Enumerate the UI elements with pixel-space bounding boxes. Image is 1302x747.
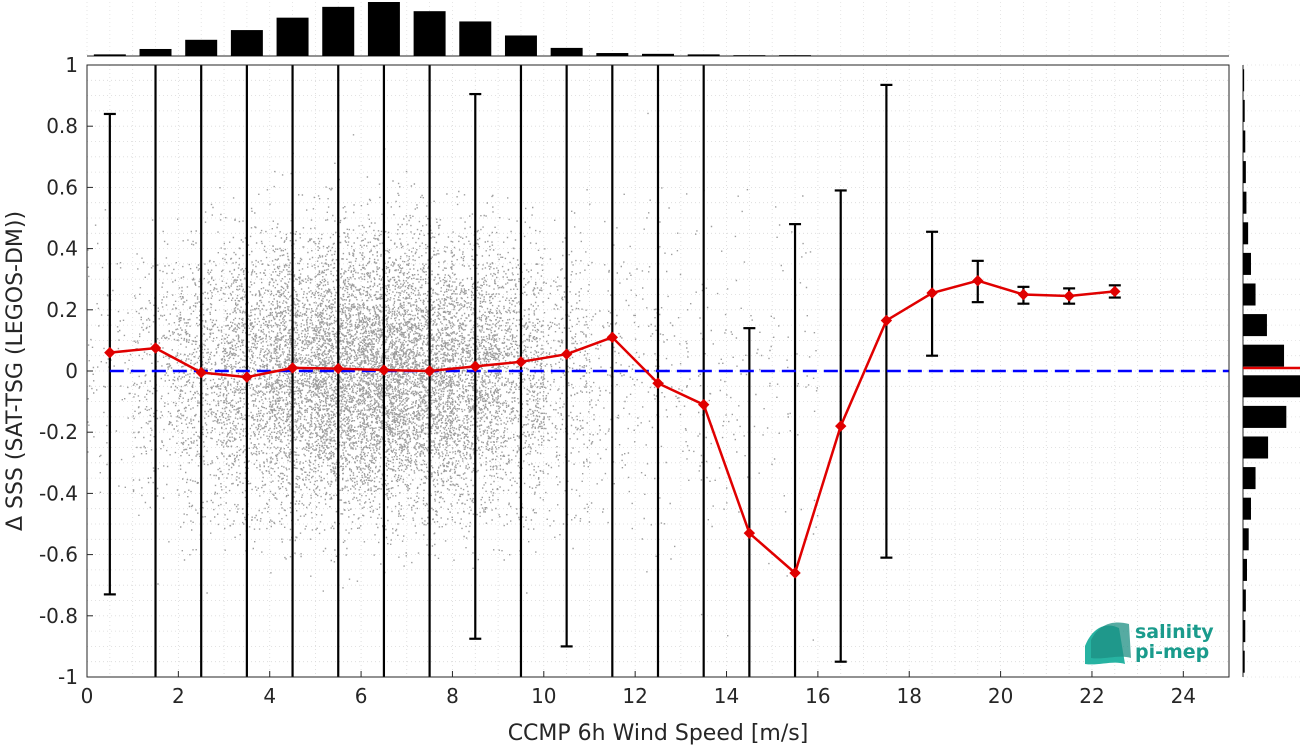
mean-marker xyxy=(697,398,710,411)
right-hist-bar xyxy=(1243,344,1285,367)
mean-marker xyxy=(286,362,299,374)
y-tick-label: -1 xyxy=(58,665,78,689)
top-hist-bar xyxy=(139,48,172,56)
x-tick-label: 14 xyxy=(714,684,739,708)
mean-marker xyxy=(1063,290,1075,302)
y-ticks: 1 0.8 0.6 0.4 0.2 0 -0.2 -0.4 -0.6 -0.8 -1 xyxy=(39,53,93,689)
mean-marker xyxy=(515,356,527,368)
right-hist-bar xyxy=(1243,252,1251,275)
mean-markers xyxy=(104,275,1121,579)
mean-marker xyxy=(241,371,253,383)
mean-marker xyxy=(332,362,344,375)
mean-marker xyxy=(972,275,984,287)
scatter-points xyxy=(87,112,819,641)
scatter-cloud xyxy=(87,112,819,641)
mean-marker xyxy=(195,366,207,379)
salinity-pi-mep-logo: salinity pi-mep xyxy=(1085,621,1214,665)
x-tick-label: 22 xyxy=(1079,684,1104,708)
top-hist-bar xyxy=(459,21,492,56)
y-tick-label: -0.8 xyxy=(39,604,78,628)
top-hist-bar xyxy=(230,30,263,56)
mean-marker xyxy=(789,567,801,579)
mean-marker xyxy=(606,331,619,344)
y-tick-label: 0.6 xyxy=(46,175,78,199)
top-hist-bar xyxy=(779,55,812,56)
right-hist-bar xyxy=(1243,528,1249,551)
x-tick-label: 16 xyxy=(805,684,830,708)
right-hist-bar xyxy=(1243,405,1287,428)
y-tick-label: 0.8 xyxy=(46,114,78,138)
top-histogram xyxy=(86,2,1230,57)
right-hist-bar xyxy=(1243,283,1256,306)
top-hist-bar xyxy=(322,6,355,56)
right-hist-bar xyxy=(1243,620,1246,643)
right-hist-bar xyxy=(1243,467,1256,490)
x-tick-label: 18 xyxy=(897,684,922,708)
mean-marker xyxy=(104,346,116,359)
top-hist-bar xyxy=(596,53,629,56)
top-hist-bar xyxy=(413,11,446,56)
x-ticks: 0 2 4 6 8 10 12 14 16 18 20 22 24 xyxy=(81,671,1196,708)
right-hist-bar xyxy=(1243,314,1267,337)
right-histogram xyxy=(1242,64,1300,678)
mean-marker xyxy=(835,420,847,432)
right-hist-bar xyxy=(1243,99,1245,122)
x-tick-label: 6 xyxy=(355,684,368,708)
mean-marker xyxy=(149,342,162,354)
right-hist-bar xyxy=(1243,436,1269,459)
right-hist-bar xyxy=(1243,130,1246,153)
top-hist-bar xyxy=(93,54,126,56)
top-hist-bar xyxy=(367,2,400,56)
x-tick-label: 12 xyxy=(622,684,647,708)
logo-line1: salinity xyxy=(1135,621,1214,643)
x-tick-label: 2 xyxy=(172,684,185,708)
y-tick-label: 0.2 xyxy=(46,298,78,322)
mean-marker xyxy=(560,348,573,360)
y-tick-label: -0.6 xyxy=(39,543,78,567)
top-hist-bar xyxy=(687,54,720,56)
top-hist-bar xyxy=(504,35,537,56)
right-hist-bar xyxy=(1243,222,1249,245)
mean-marker xyxy=(926,287,938,299)
right-hist-bar xyxy=(1243,589,1246,612)
y-tick-label: -0.4 xyxy=(39,481,78,505)
right-hist-bar xyxy=(1243,375,1300,398)
x-tick-label: 8 xyxy=(446,684,459,708)
x-axis-label: CCMP 6h Wind Speed [m/s] xyxy=(508,721,809,746)
right-hist-bar xyxy=(1243,161,1246,184)
y-tick-label: 0.4 xyxy=(46,237,78,261)
main-plot-area: 0 2 4 6 8 10 12 14 16 18 20 22 24 10.80.60.40.20-0.2… xyxy=(39,53,1230,708)
right-hist-bar xyxy=(1243,191,1247,214)
top-hist-bar xyxy=(276,17,309,56)
mean-marker xyxy=(423,365,436,377)
x-tick-label: 20 xyxy=(988,684,1013,708)
x-tick-label: 10 xyxy=(531,684,556,708)
mean-marker xyxy=(743,527,756,539)
right-hist-bar xyxy=(1243,69,1245,92)
right-hist-bar xyxy=(1243,558,1247,581)
x-tick-label: 24 xyxy=(1171,684,1196,708)
mean-marker xyxy=(469,360,481,373)
y-tick-label: -0.2 xyxy=(39,420,78,444)
mean-marker xyxy=(880,314,893,327)
y-tick-label: 0 xyxy=(65,359,78,383)
logo-line2: pi-mep xyxy=(1135,641,1209,663)
y-tick-label: 1 xyxy=(65,53,78,77)
mean-marker xyxy=(1109,285,1121,298)
right-hist-bar xyxy=(1243,497,1251,520)
top-hist-bar xyxy=(642,53,674,56)
mean-marker xyxy=(378,364,390,376)
top-hist-bar xyxy=(185,39,218,56)
mean-marker xyxy=(1017,288,1030,301)
x-tick-label: 0 xyxy=(81,684,94,708)
x-tick-label: 4 xyxy=(263,684,276,708)
right-hist-bar xyxy=(1243,650,1245,673)
mean-marker xyxy=(652,377,664,389)
y-axis-label: Δ SSS (SAT-TSG (LEGOS-DM)) xyxy=(3,211,28,531)
top-hist-bar xyxy=(733,55,766,56)
top-hist-bar xyxy=(550,47,583,56)
logo-wave-icon-2 xyxy=(1091,622,1131,659)
